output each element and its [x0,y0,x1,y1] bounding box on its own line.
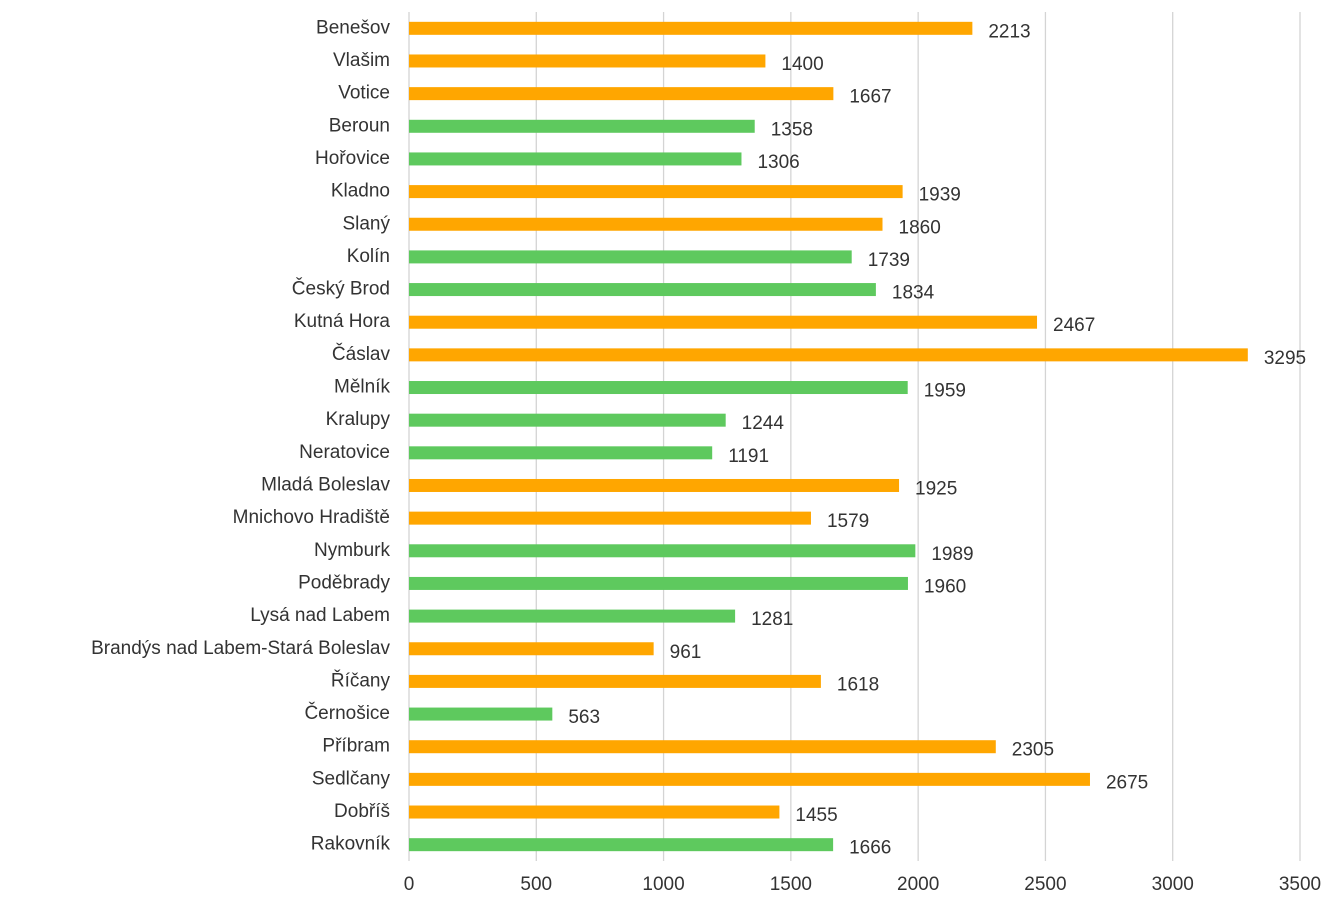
bar [409,21,973,35]
y-tick-label: Kolín [347,246,390,267]
y-tick-label: Kladno [331,181,390,202]
y-tick-label: Kralupy [326,409,391,430]
x-tick-label: 2000 [897,874,939,895]
x-tick-label: 3500 [1279,874,1321,895]
y-tick-label: Slaný [342,213,390,234]
bar [409,609,736,623]
bar [409,707,553,721]
bar [409,348,1248,362]
x-tick-label: 2500 [1024,874,1066,895]
y-tick-label: Mělník [334,377,390,398]
x-tick-label: 500 [520,874,552,895]
value-label: 2467 [1053,315,1095,336]
value-label: 1860 [899,217,941,238]
bar [409,544,916,558]
y-tick-label: Brandýs nad Labem-Stará Boleslav [91,638,390,659]
bar [409,838,834,852]
y-tick-label: Říčany [331,669,391,691]
bar [409,250,852,264]
value-label: 563 [568,707,600,728]
value-label: 1358 [771,119,813,140]
bar [409,119,755,133]
bar [409,772,1090,786]
value-label: 1834 [892,283,935,304]
value-label: 3295 [1264,348,1306,369]
value-label: 1281 [751,609,793,630]
bar [409,152,742,166]
bar [409,283,876,297]
bar [409,185,903,199]
value-label: 1960 [924,576,966,597]
value-label: 1400 [781,54,823,75]
y-tick-label: Vlašim [333,50,390,71]
y-tick-label: Poděbrady [298,572,390,593]
value-label: 1925 [915,478,957,499]
bar [409,576,908,590]
value-label: 961 [670,642,702,663]
bar [409,642,654,656]
x-tick-label: 1500 [770,874,812,895]
y-tick-label: Kutná Hora [294,311,391,332]
y-tick-label: Rakovník [311,834,391,855]
bar [409,315,1038,329]
value-label: 1959 [924,381,966,402]
value-label: 2675 [1106,772,1148,793]
y-tick-label: Benešov [316,17,390,38]
y-tick-label: Hořovice [315,148,390,169]
y-tick-label: Mnichovo Hradiště [233,507,390,528]
y-tick-label: Sedlčany [312,768,391,789]
value-label: 1739 [868,250,910,271]
bar [409,805,780,819]
bar [409,446,713,460]
bar [409,413,726,427]
value-label: 1455 [795,805,837,826]
y-tick-label: Mladá Boleslav [261,474,390,495]
y-tick-label: Neratovice [299,442,390,463]
bar [409,478,900,492]
value-label: 1579 [827,511,869,532]
value-label: 1989 [931,544,973,565]
y-tick-label: Votice [338,83,390,104]
x-tick-label: 0 [404,874,415,895]
x-tick-label: 3000 [1152,874,1194,895]
value-label: 2305 [1012,740,1054,761]
y-tick-label: Příbram [322,736,390,757]
y-tick-label: Dobříš [334,801,390,822]
x-tick-label: 1000 [642,874,684,895]
bar [409,511,811,525]
value-label: 1306 [757,152,799,173]
bar [409,674,821,688]
value-label: 1667 [849,87,891,108]
y-tick-label: Nymburk [314,540,391,561]
value-label: 1939 [919,185,961,206]
value-label: 1618 [837,674,879,695]
y-tick-label: Černošice [304,702,390,724]
value-label: 2213 [988,21,1030,42]
y-tick-label: Beroun [329,115,390,136]
y-tick-label: Lysá nad Labem [250,605,390,626]
bar [409,54,766,68]
bar [409,381,908,395]
bar [409,217,883,231]
bar [409,87,834,101]
value-label: 1666 [849,838,891,859]
value-label: 1191 [728,446,769,467]
y-tick-label: Čáslav [332,343,391,365]
value-label: 1244 [742,413,785,434]
y-tick-label: Český Brod [292,278,390,300]
bar [409,740,996,754]
